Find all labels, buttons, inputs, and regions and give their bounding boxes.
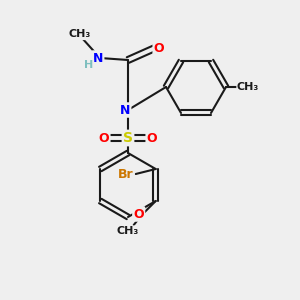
Text: N: N xyxy=(93,52,103,64)
Text: CH₃: CH₃ xyxy=(117,226,139,236)
Text: CH₃: CH₃ xyxy=(69,29,91,39)
Text: S: S xyxy=(123,131,133,145)
Text: H: H xyxy=(84,60,94,70)
Text: O: O xyxy=(147,131,157,145)
Text: CH₃: CH₃ xyxy=(237,82,259,92)
Text: O: O xyxy=(134,208,144,220)
Text: O: O xyxy=(99,131,109,145)
Text: Br: Br xyxy=(118,167,134,181)
Text: O: O xyxy=(154,41,164,55)
Text: N: N xyxy=(120,103,130,116)
